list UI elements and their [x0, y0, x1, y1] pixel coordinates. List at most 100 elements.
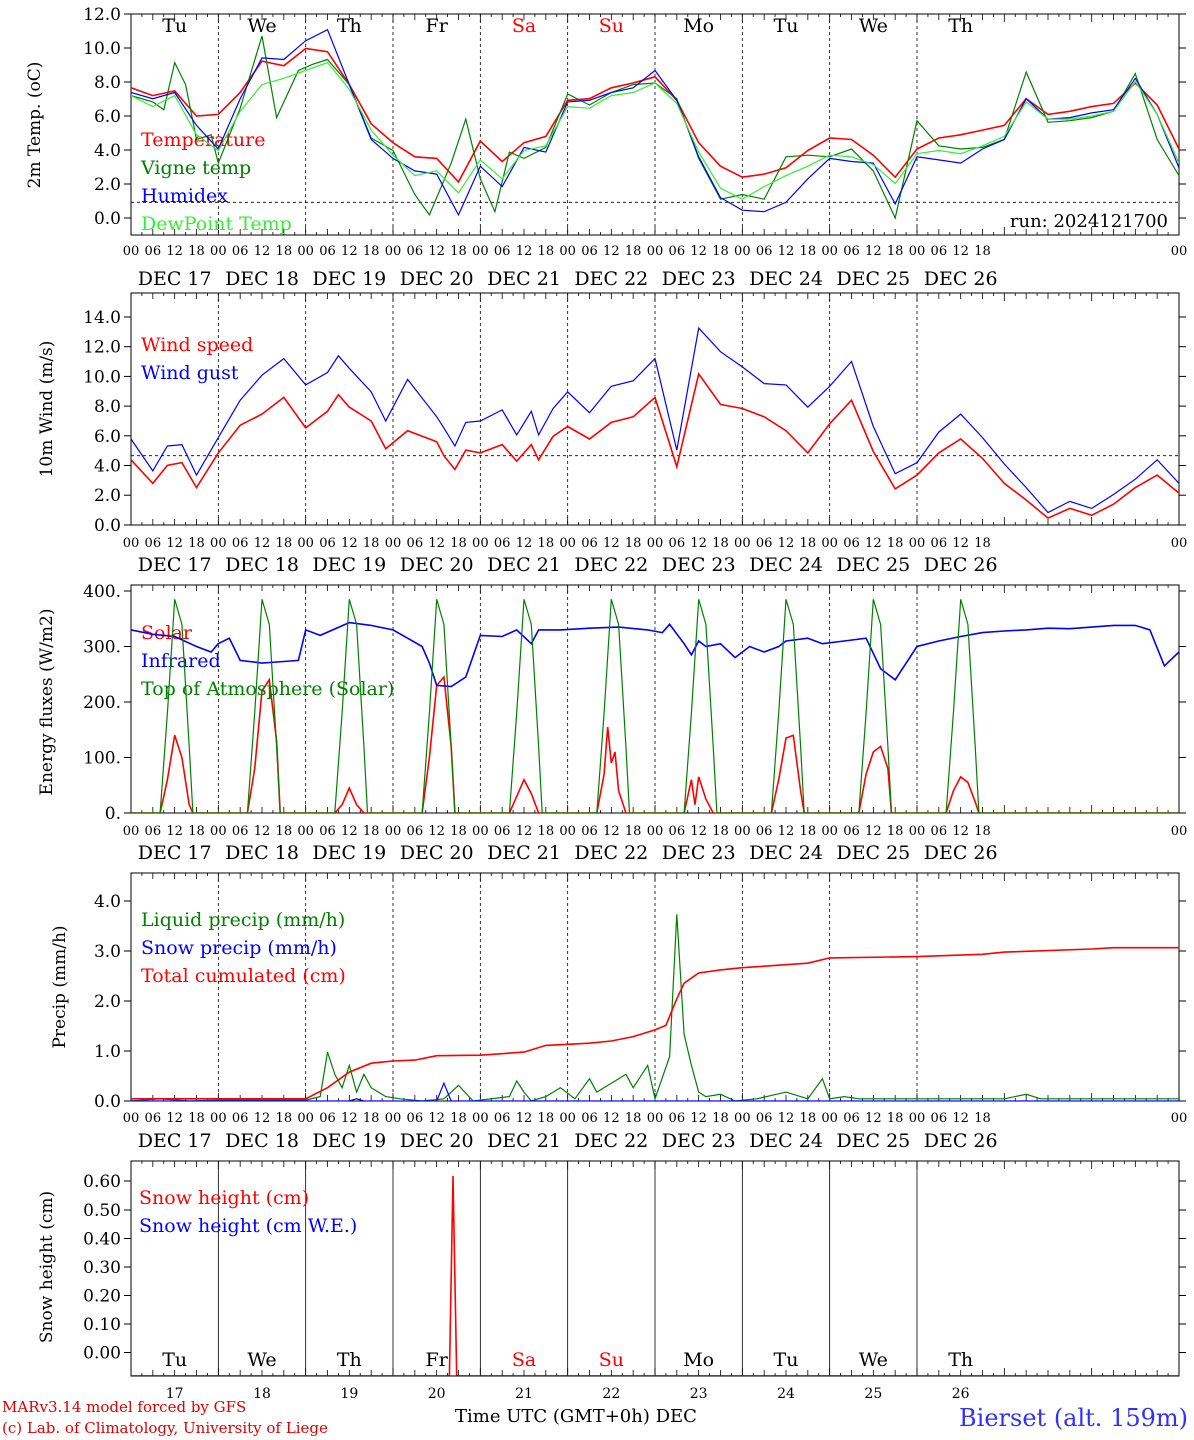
- legend-entry: Wind gust: [141, 362, 239, 384]
- hour-tick-label: 00: [472, 824, 489, 839]
- day-name-label: Tu: [162, 1349, 187, 1371]
- series-line-3: [131, 28, 1179, 217]
- hour-tick-label: 18: [800, 244, 817, 259]
- panel-4: 4.0 3.0 2.0 1.0 0.0 Precip (mm/h) Liquid preci…: [50, 872, 1188, 1152]
- hour-tick-label: 12: [952, 1111, 969, 1126]
- hour-tick-label: 00: [559, 824, 576, 839]
- hour-tick-label: 00: [297, 824, 314, 839]
- y-tick-label: 0.0: [94, 516, 121, 536]
- hour-tick-label: 00: [1171, 1111, 1188, 1126]
- hour-tick-label: 12: [778, 824, 795, 839]
- hour-tick-label: 00: [909, 244, 926, 259]
- date-label: DEC 25: [836, 842, 910, 864]
- series-line-2: [131, 1081, 1179, 1101]
- y-tick-label: 0.0: [94, 1092, 121, 1112]
- date-label: DEC 20: [400, 268, 474, 290]
- hour-tick-label: 12: [952, 536, 969, 551]
- y-axis-label: Energy fluxes (W/m2): [37, 609, 57, 796]
- hour-tick-label: 06: [319, 244, 336, 259]
- y-tick-label: 0.: [105, 804, 121, 824]
- hour-tick-label: 00: [909, 824, 926, 839]
- hour-tick-label: 12: [603, 536, 620, 551]
- hour-tick-label: 00: [385, 824, 402, 839]
- hour-tick-label: 12: [690, 824, 707, 839]
- hour-tick-label: 06: [756, 1111, 773, 1126]
- hour-tick-label: 06: [494, 536, 511, 551]
- y-tick-label: 14.0: [83, 308, 121, 328]
- date-label: DEC 23: [662, 842, 736, 864]
- hour-tick-label: 12: [516, 244, 533, 259]
- hour-tick-label: 18: [712, 536, 729, 551]
- hour-tick-label: 00: [472, 536, 489, 551]
- y-tick-label: 6.0: [94, 427, 121, 447]
- hour-tick-label: 18: [887, 536, 904, 551]
- day-name-label: Su: [599, 15, 624, 37]
- y-tick-label: 6.0: [94, 107, 121, 127]
- hour-tick-label: 06: [145, 536, 162, 551]
- hour-tick-label: 12: [690, 536, 707, 551]
- series-line-1: [131, 372, 1179, 520]
- hour-tick-label: 18: [625, 536, 642, 551]
- hour-tick-label: 18: [974, 536, 991, 551]
- hour-tick-label: 18: [363, 536, 380, 551]
- hour-tick-label: 18: [450, 536, 467, 551]
- hour-tick-label: 18: [450, 824, 467, 839]
- hour-tick-label: 00: [734, 1111, 751, 1126]
- hour-tick-label: 18: [363, 824, 380, 839]
- hour-tick-label: 12: [428, 1111, 445, 1126]
- hour-tick-label: 00: [734, 244, 751, 259]
- date-label: DEC 23: [662, 268, 736, 290]
- hour-tick-label: 00: [123, 536, 140, 551]
- hour-tick-label: 06: [843, 1111, 860, 1126]
- hour-tick-label: 06: [145, 1111, 162, 1126]
- hour-tick-label: 12: [865, 824, 882, 839]
- hour-tick-label: 12: [778, 244, 795, 259]
- hour-tick-label: 12: [428, 824, 445, 839]
- hour-tick-label: 00: [385, 1111, 402, 1126]
- hour-tick-label: 00: [123, 824, 140, 839]
- y-axis-label: Precip (mm/h): [50, 925, 70, 1048]
- hour-tick-label: 18: [188, 244, 205, 259]
- y-tick-label: 0.50: [83, 1201, 121, 1221]
- y-tick-label: 0.30: [83, 1258, 121, 1278]
- credit-line-1: MARv3.14 model forced by GFS: [2, 1398, 247, 1416]
- hour-tick-label: 12: [341, 536, 358, 551]
- hour-tick-label: 06: [232, 536, 249, 551]
- hour-tick-label: 00: [210, 244, 227, 259]
- day-name-label: We: [859, 1349, 888, 1371]
- hour-tick-label: 00: [210, 536, 227, 551]
- date-label: DEC 25: [836, 268, 910, 290]
- panel-5: 0.60 0.50 0.40 0.30 0.20 0.10 0.00 Snow height …: [37, 1160, 1186, 1402]
- y-tick-label: 400.: [83, 582, 121, 602]
- series-line-2: [131, 326, 1179, 514]
- date-label: DEC 18: [225, 554, 299, 576]
- hour-tick-label: 06: [319, 536, 336, 551]
- hour-tick-label: 06: [843, 824, 860, 839]
- date-label: DEC 20: [400, 1130, 474, 1152]
- legend-entry: Liquid precip (mm/h): [141, 909, 345, 931]
- day-name-label: Th: [337, 15, 362, 37]
- date-label: DEC 18: [225, 1130, 299, 1152]
- date-label: DEC 25: [836, 1130, 910, 1152]
- hour-tick-label: 00: [123, 244, 140, 259]
- hour-tick-label: 06: [756, 244, 773, 259]
- hour-tick-label: 18: [363, 1111, 380, 1126]
- hour-tick-label: 18: [974, 1111, 991, 1126]
- y-tick-label: 0.00: [83, 1344, 121, 1364]
- day-number-label: 25: [864, 1386, 882, 1402]
- date-label: DEC 21: [487, 842, 561, 864]
- hour-tick-label: 00: [297, 244, 314, 259]
- series-line-2: [131, 621, 1179, 688]
- day-name-label: Sa: [512, 15, 536, 37]
- hour-tick-label: 18: [450, 1111, 467, 1126]
- date-label: DEC 18: [225, 268, 299, 290]
- hour-tick-label: 12: [254, 1111, 271, 1126]
- x-axis-title-text: Time UTC (GMT+0h): [455, 1406, 650, 1427]
- hour-tick-label: 00: [647, 824, 664, 839]
- hour-tick-label: 12: [952, 244, 969, 259]
- day-number-label: 23: [690, 1386, 708, 1402]
- hour-tick-label: 18: [538, 244, 555, 259]
- y-tick-label: 4.0: [94, 457, 121, 477]
- model-credit: MARv3.14 model forced by GFS (c) Lab. of…: [2, 1397, 328, 1439]
